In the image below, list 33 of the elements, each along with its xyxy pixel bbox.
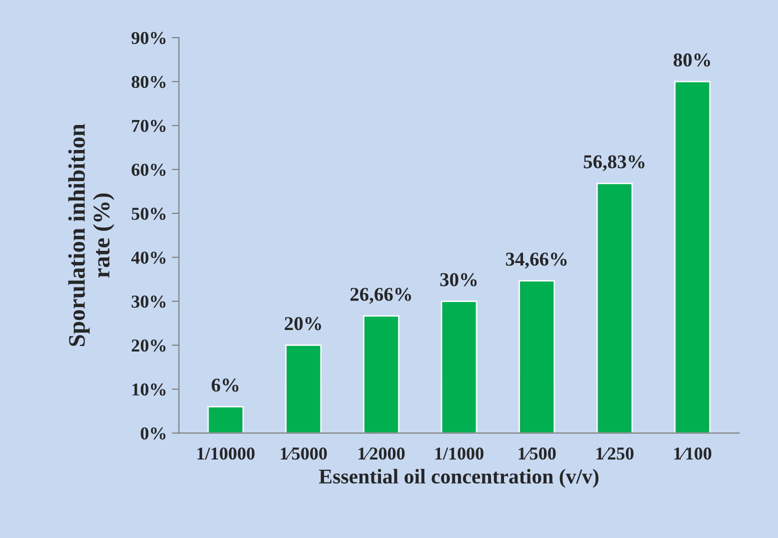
- bar: [285, 344, 322, 434]
- y-tick-label: 30%: [132, 296, 166, 308]
- y-tick-label: 70%: [132, 120, 166, 132]
- bar: [518, 280, 556, 434]
- x-axis-title: Essential oil concentration (v/v): [319, 468, 598, 488]
- y-tick-label: 50%: [132, 208, 166, 220]
- y-tick-label: 20%: [132, 339, 166, 352]
- x-tick-label: 1/10000: [197, 448, 255, 460]
- y-tick-label: 90%: [132, 32, 166, 44]
- bar: [363, 315, 400, 434]
- y-tick-label: 40%: [131, 252, 166, 264]
- y-tick-label: 0%: [140, 427, 166, 440]
- x-tick-label: 1⁄100: [674, 448, 712, 460]
- x-tick-label: 1⁄250: [596, 448, 634, 460]
- data-label: 26,66%: [350, 288, 411, 304]
- x-tick-label: 1⁄5000: [280, 448, 327, 460]
- data-label: 56,83%: [584, 155, 644, 172]
- bar: [674, 80, 711, 434]
- x-tick-label: 1⁄2000: [358, 448, 405, 460]
- y-tick-label: 10%: [132, 383, 166, 396]
- x-tick-label: 1/1000: [435, 448, 484, 460]
- data-label: 6%: [212, 378, 238, 392]
- y-tick-label: 80%: [132, 76, 166, 88]
- y-axis-title: Sporulation inhibition rate (%): [68, 124, 114, 346]
- data-label: 20%: [284, 317, 322, 330]
- bar: [207, 406, 244, 434]
- bar: [596, 182, 633, 434]
- data-label: 30%: [440, 273, 477, 286]
- y-tick-label: 60%: [132, 164, 166, 176]
- x-tick-label: 1⁄500: [518, 448, 556, 460]
- data-label: 34,66%: [506, 252, 567, 269]
- data-label: 80%: [674, 53, 710, 67]
- bar: [440, 300, 478, 434]
